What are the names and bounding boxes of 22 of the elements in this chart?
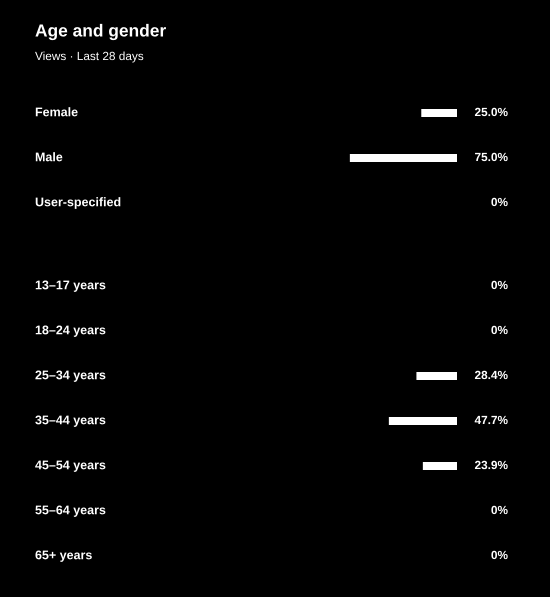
y-tick-label: 35–44 years: [35, 416, 106, 427]
y-tick-label: Male: [36, 152, 62, 162]
y-tick-label: 45–54 years: [35, 460, 106, 472]
data-label: 25.0%: [474, 108, 508, 116]
y-tick-label: 25–34 years: [35, 370, 106, 382]
text: Age and gender: [35, 24, 166, 40]
y-tick-label: 18–24 years: [36, 326, 106, 337]
y-tick-label: 65+ years: [35, 550, 92, 562]
data-label: 23.9%: [474, 460, 508, 470]
data-label: 0%: [491, 550, 508, 560]
data-label: 0%: [491, 198, 508, 206]
data-label: 0%: [491, 280, 508, 290]
data-label: 28.4%: [474, 370, 508, 380]
text: Views · Last 28 days: [35, 52, 144, 63]
data-label: 0%: [491, 326, 508, 334]
data-label: 75.0%: [475, 152, 508, 162]
data-label: 0%: [491, 506, 508, 514]
data-label: 47.7%: [474, 416, 508, 424]
y-tick-label: 55–64 years: [35, 506, 106, 517]
y-tick-label: User-specified: [36, 197, 120, 209]
y-tick-label: 13–17 years: [36, 280, 106, 292]
y-tick-label: Female: [36, 107, 78, 116]
